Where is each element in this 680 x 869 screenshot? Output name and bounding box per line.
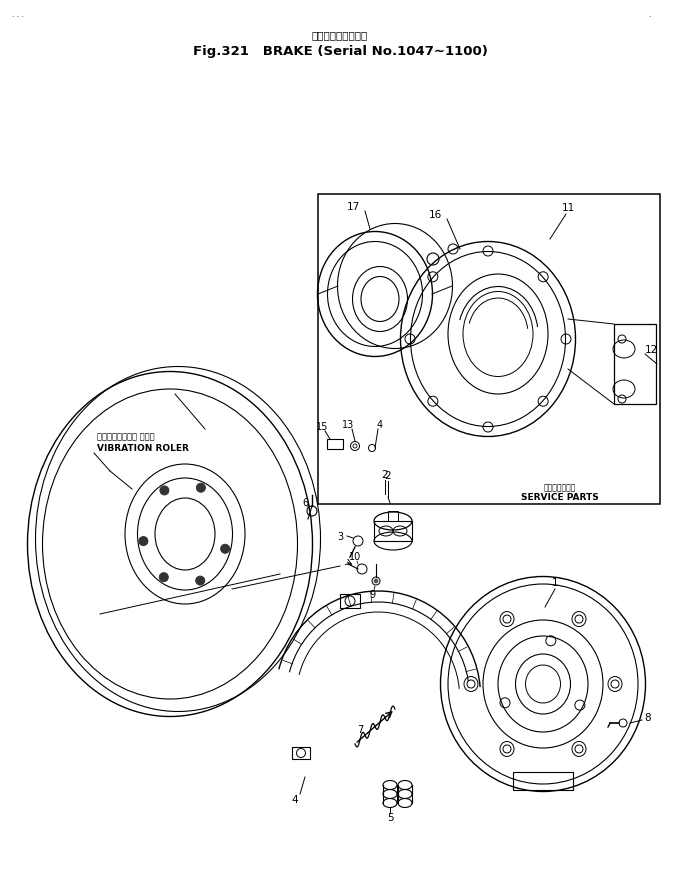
Circle shape [159, 573, 168, 582]
Bar [340, 594, 360, 608]
Bar [374, 521, 412, 541]
Bar [614, 325, 656, 405]
Text: 17: 17 [346, 202, 360, 212]
Circle shape [197, 484, 205, 493]
Text: 11: 11 [562, 202, 575, 213]
Text: 6: 6 [302, 497, 308, 507]
Bar [513, 773, 573, 790]
Circle shape [196, 576, 205, 586]
Circle shape [139, 537, 148, 546]
Bar [292, 747, 310, 760]
Text: 9: 9 [369, 589, 375, 600]
Text: 7: 7 [357, 724, 363, 734]
Bar [327, 440, 343, 449]
Bar [318, 195, 660, 504]
Text: 13: 13 [342, 420, 354, 429]
Bar [388, 512, 398, 521]
Text: ブレーキ（適用号機: ブレーキ（適用号機 [312, 30, 368, 40]
Text: 8: 8 [645, 713, 651, 722]
Ellipse shape [611, 680, 619, 688]
Text: 4: 4 [292, 794, 299, 804]
Text: 2: 2 [381, 469, 388, 480]
Circle shape [160, 487, 169, 495]
Circle shape [374, 580, 378, 583]
Text: 3: 3 [337, 531, 343, 541]
Text: VIBRATION ROLER: VIBRATION ROLER [97, 444, 189, 453]
Text: 16: 16 [428, 209, 441, 220]
Text: 2: 2 [385, 470, 391, 481]
Text: 5: 5 [387, 812, 393, 822]
Text: 10: 10 [349, 551, 361, 561]
Ellipse shape [503, 615, 511, 623]
Ellipse shape [503, 745, 511, 753]
Text: 15: 15 [316, 421, 328, 432]
Ellipse shape [467, 680, 475, 688]
Text: SERVICE PARTS: SERVICE PARTS [521, 493, 599, 502]
Ellipse shape [575, 745, 583, 753]
Text: バイブレーション ローラ: バイブレーション ローラ [97, 432, 154, 441]
Text: .: . [648, 10, 650, 19]
Text: サービスパーツ: サービスパーツ [544, 483, 576, 492]
Text: Fig.321   BRAKE (Serial No.1047∼1100): Fig.321 BRAKE (Serial No.1047∼1100) [192, 45, 488, 58]
Text: 12: 12 [645, 345, 658, 355]
Ellipse shape [575, 615, 583, 623]
Text: 4: 4 [377, 420, 383, 429]
Text: 1: 1 [551, 577, 558, 587]
Text: . . .: . . . [12, 10, 24, 19]
Circle shape [220, 545, 230, 554]
